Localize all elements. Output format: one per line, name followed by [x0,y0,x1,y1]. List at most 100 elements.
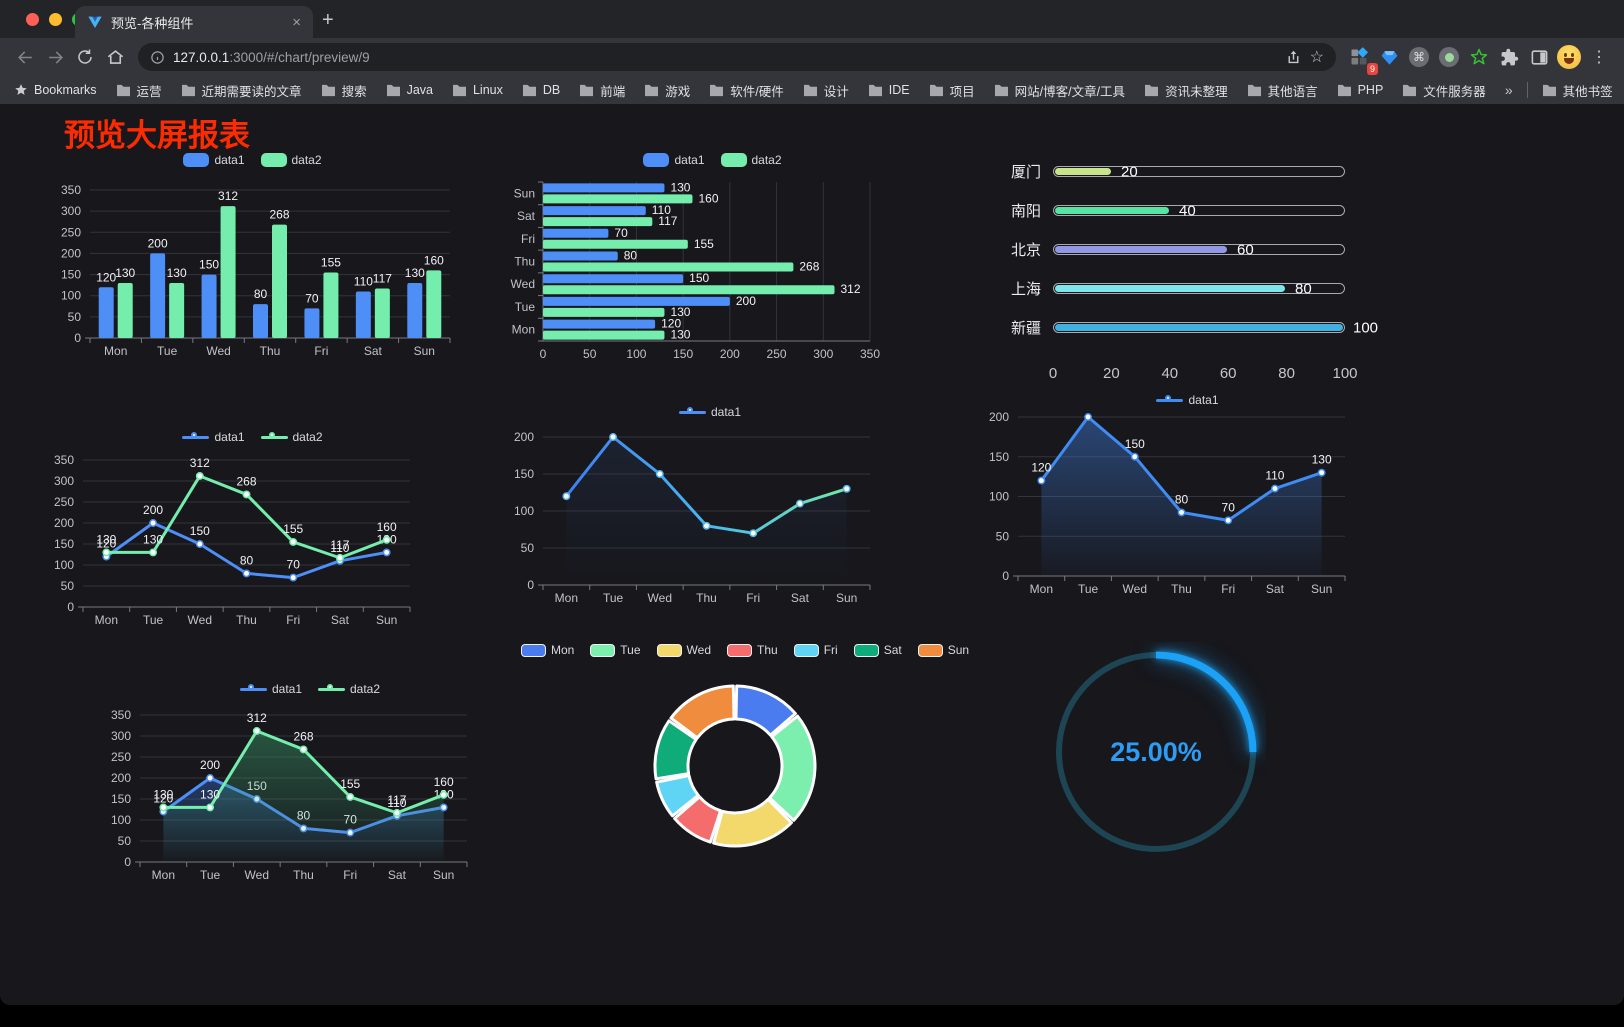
svg-text:100: 100 [989,490,1009,504]
side-panel-icon[interactable] [1524,42,1554,72]
bookmark-folder[interactable]: Linux [452,83,503,97]
progress-row-label: 上海 [1010,281,1041,298]
svg-text:268: 268 [293,729,313,743]
extension-gem-icon[interactable] [1374,42,1404,72]
legend-item-data2[interactable]: data2 [318,682,380,696]
svg-text:130: 130 [96,532,116,546]
home-icon[interactable] [100,42,130,72]
share-icon[interactable] [1285,49,1302,66]
svg-text:250: 250 [54,495,74,509]
legend-item-data1[interactable]: data1 [643,153,705,167]
legend-item-data2[interactable]: data2 [260,430,323,444]
extension-green-star-icon[interactable] [1464,42,1494,72]
progress-bar-chart: 厦门 20 南阳 40 北京 60 上海 80 新疆 100 0 20 40 60 80 100 [995,152,1415,392]
svg-text:130: 130 [405,266,425,280]
legend-item-data1[interactable]: data1 [183,153,245,167]
bookmark-folder[interactable]: 软件/硬件 [709,81,784,100]
other-bookmarks-item[interactable]: 其他书签 [1542,81,1613,100]
legend-swatch [720,153,747,167]
extension-recorder-icon[interactable] [1434,42,1464,72]
svg-text:110: 110 [1265,469,1284,483]
progress-value: 80 [1295,280,1312,297]
bookmark-folder[interactable]: 搜索 [321,81,367,100]
svg-text:Wed: Wed [245,868,269,882]
svg-text:80: 80 [624,249,638,263]
svg-text:200: 200 [989,412,1009,424]
tab-close-icon[interactable]: × [292,13,301,31]
legend-item-data1[interactable]: data1 [239,682,302,696]
svg-text:Thu: Thu [260,344,281,358]
legend-item-Thu[interactable]: Thu [727,643,778,657]
bookmarks-manager-item[interactable]: Bookmarks [14,83,97,97]
bookmarks-overflow-chevron[interactable]: » [1504,82,1513,98]
bookmark-folder[interactable]: 网站/博客/文章/工具 [994,81,1125,100]
legend-swatch [520,643,546,657]
bookmark-folder[interactable]: IDE [868,83,910,97]
window-controls [0,12,85,26]
svg-text:Thu: Thu [696,591,717,604]
folder-icon [522,84,536,96]
svg-text:300: 300 [813,347,833,361]
favicon [88,16,102,28]
address-bar[interactable]: 127.0.0.1:3000/#/chart/preview/9 ☆ [138,43,1336,71]
svg-text:150: 150 [673,347,693,361]
svg-text:70: 70 [1222,500,1236,514]
bookmark-folder[interactable]: PHP [1337,83,1383,97]
svg-text:150: 150 [190,524,210,538]
profile-avatar[interactable] [1554,42,1584,72]
legend-item-data2[interactable]: data2 [720,153,782,167]
bookmark-star-icon[interactable]: ☆ [1309,49,1324,66]
legend-item-Sun[interactable]: Sun [917,643,969,657]
bookmark-folder[interactable]: 运营 [116,81,162,100]
legend-item-Tue[interactable]: Tue [590,643,641,657]
bookmark-folder[interactable]: Java [386,83,433,97]
bookmark-folder[interactable]: 近期需要读的文章 [181,81,302,100]
bookmark-folder[interactable]: 设计 [803,81,849,100]
extension-tampermonkey-icon[interactable]: 9 [1344,42,1378,75]
legend-item-Sat[interactable]: Sat [853,643,902,657]
new-tab-button[interactable]: + [322,9,334,31]
svg-text:Sat: Sat [791,591,810,604]
other-bookmarks-label: 其他书签 [1562,84,1613,99]
chart-legend: data1 data2 [100,677,520,701]
extension-command-icon[interactable]: ⌘ [1404,42,1434,72]
bookmark-folder[interactable]: 资讯未整理 [1144,81,1228,100]
svg-text:150: 150 [199,258,219,272]
svg-text:120: 120 [153,792,173,806]
bookmark-folder[interactable]: 前端 [579,81,625,100]
progress-row: 北京 60 [995,230,1415,269]
legend-item-Mon[interactable]: Mon [520,643,574,657]
divider [1526,82,1528,98]
browser-tab[interactable]: 预览-各种组件 × [75,6,313,38]
svg-text:0: 0 [527,578,534,592]
folder-icon [386,84,400,96]
menu-kebab-icon[interactable]: ⋮ [1591,49,1607,66]
svg-text:70: 70 [287,558,301,572]
legend-item-Wed[interactable]: Wed [656,643,711,657]
bookmark-folder[interactable]: 项目 [929,81,975,100]
site-info-icon[interactable] [150,50,165,65]
bookmark-folder[interactable]: DB [522,83,560,97]
close-window-button[interactable] [26,12,39,26]
minimize-window-button[interactable] [49,12,62,26]
extensions-puzzle-icon[interactable] [1494,42,1524,72]
progress-track: 60 [1053,241,1345,258]
legend-item-data2[interactable]: data2 [260,153,322,167]
svg-text:160: 160 [698,191,718,205]
reload-icon[interactable] [70,42,100,72]
legend-item-Fri[interactable]: Fri [793,643,838,657]
progress-row-label: 新疆 [1010,320,1041,337]
back-icon[interactable] [10,42,40,72]
bookmark-folder[interactable]: 其他语言 [1247,81,1318,100]
svg-text:110: 110 [652,203,671,217]
bookmark-folder[interactable]: 文件服务器 [1402,81,1486,100]
svg-text:Wed: Wed [188,613,212,627]
legend-item-data1[interactable]: data1 [678,405,741,419]
forward-icon[interactable] [40,42,70,72]
svg-text:Tue: Tue [200,868,221,882]
svg-text:250: 250 [767,347,787,361]
legend-item-data1[interactable]: data1 [182,430,245,444]
bookmark-folder[interactable]: 游戏 [644,81,690,100]
legend-item-data1[interactable]: data1 [1156,393,1219,407]
svg-text:200: 200 [143,503,163,517]
